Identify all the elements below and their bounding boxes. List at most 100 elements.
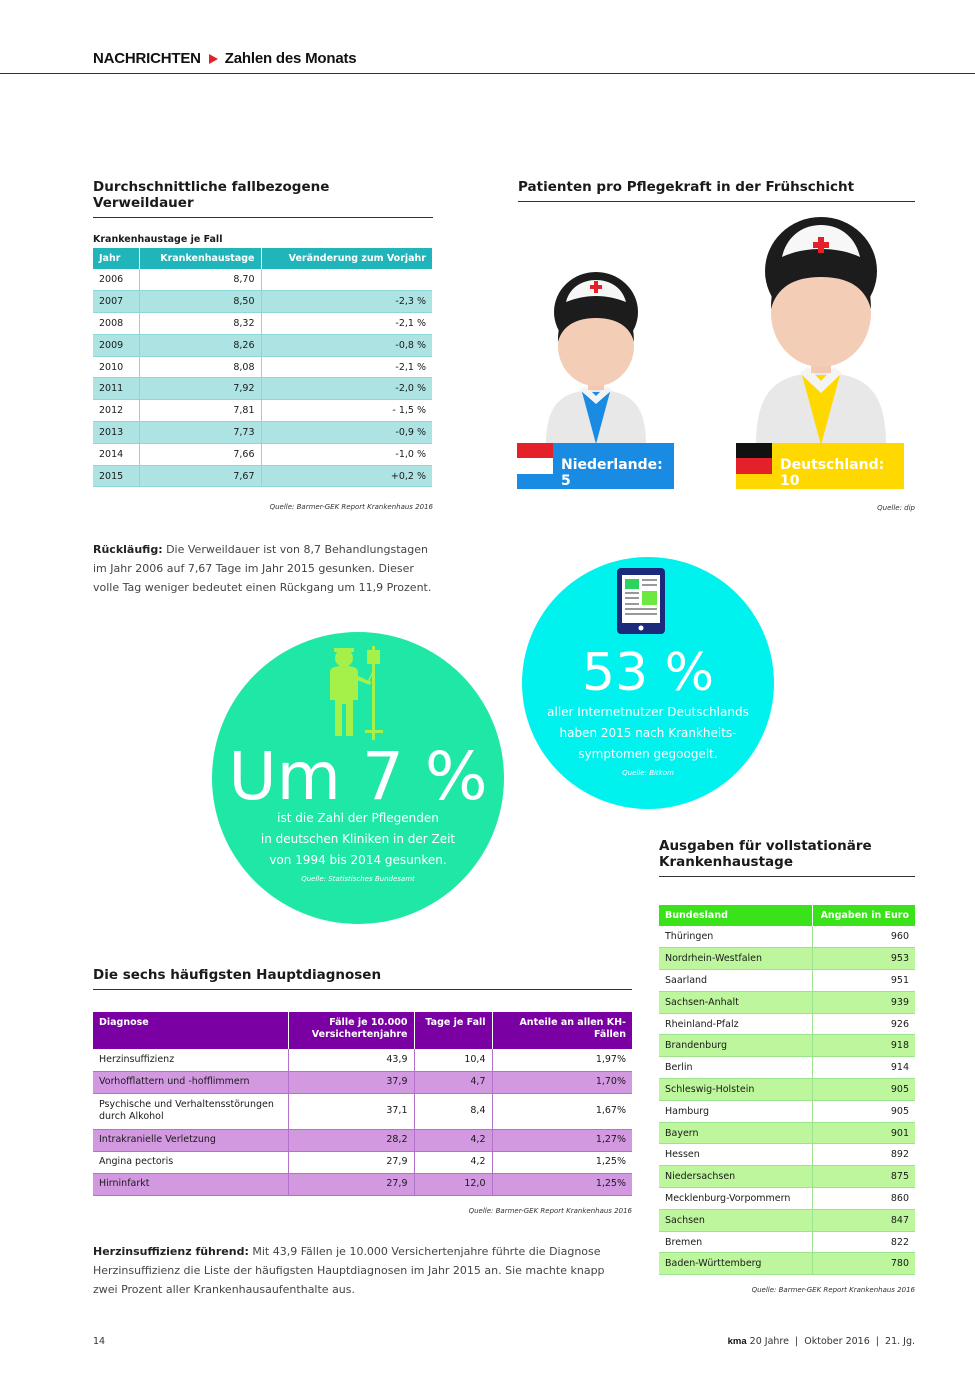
table-row: 2015 7,67 +0,2 % — [93, 465, 432, 488]
table-cell: -1,0 % — [261, 443, 432, 466]
table-row: 2013 7,73 -0,9 % — [93, 421, 432, 444]
pflegende-line: von 1994 bis 2014 gesunken. — [269, 853, 447, 867]
table-cell: 939 — [812, 991, 915, 1014]
table-cell: Hessen — [659, 1143, 813, 1167]
internet-circle: 53 % aller Internetnutzer Deutschlands h… — [522, 557, 774, 809]
table-cell: 8,32 — [139, 312, 262, 335]
table-cell: 10,4 — [414, 1049, 493, 1072]
tablet-icon — [617, 568, 665, 634]
table-row: Intrakranielle Verletzung 28,2 4,2 1,27% — [93, 1129, 632, 1152]
table-cell: 822 — [812, 1231, 915, 1254]
table-cell: 43,9 — [288, 1049, 415, 1072]
table-cell: Intrakranielle Verletzung — [93, 1129, 289, 1152]
table-header-row: Diagnose Fälle je 10.000 Versichertenjah… — [93, 1012, 632, 1049]
table-row: Brandenburg 918 — [659, 1034, 915, 1058]
table-row: Hirninfarkt 27,9 12,0 1,25% — [93, 1173, 632, 1196]
table-row: Angina pectoris 27,9 4,2 1,25% — [93, 1151, 632, 1174]
table-cell: Berlin — [659, 1056, 813, 1080]
internet-line: haben 2015 nach Krankheits- — [559, 726, 737, 740]
table-row: 2011 7,92 -2,0 % — [93, 377, 432, 401]
table-cell: 2011 — [93, 377, 140, 401]
table-row: Rheinland-Pfalz 926 — [659, 1013, 915, 1036]
table-cell: 8,4 — [414, 1093, 493, 1130]
table-cell: 4,2 — [414, 1151, 493, 1174]
table-row: Nordrhein-Westfalen 953 — [659, 947, 915, 971]
table-cell: -0,8 % — [261, 334, 432, 357]
pflegende-source: Quelle: Statistisches Bundesamt — [301, 875, 415, 883]
table-cell: Thüringen — [659, 926, 813, 949]
table-cell: 4,7 — [414, 1071, 493, 1094]
table-cell: 7,67 — [139, 465, 262, 488]
column-header: Fälle je 10.000 Versichertenjahre — [288, 1012, 415, 1049]
table-cell: 1,25% — [492, 1173, 632, 1196]
table-cell: 847 — [812, 1209, 915, 1232]
table-cell: -0,9 % — [261, 421, 432, 444]
table-cell: 1,70% — [492, 1071, 632, 1094]
table-row: Vorhofflattern und -hofflimmern 37,9 4,7 1,… — [93, 1071, 632, 1094]
table-cell: 2012 — [93, 399, 140, 423]
note-text: Mit 43,9 Fällen je 10.000 Versichertenja… — [93, 1245, 605, 1296]
verweildauer-subtitle: Krankenhaustage je Fall — [93, 234, 223, 245]
pflegende-headline: Um 7 % — [228, 738, 488, 815]
table-cell: 2013 — [93, 421, 140, 444]
table-row: Mecklenburg-Vorpommern 860 — [659, 1187, 915, 1210]
table-row: Hessen 892 — [659, 1143, 915, 1167]
table-cell: 7,73 — [139, 421, 262, 444]
table-cell: 905 — [812, 1078, 915, 1101]
table-cell: 953 — [812, 947, 915, 971]
column-header: Anteile an allen KH-Fällen — [492, 1012, 632, 1049]
table-row: Sachsen-Anhalt 939 — [659, 991, 915, 1014]
table-row: 2007 8,50 -2,3 % — [93, 290, 432, 314]
ausgaben-title: Ausgaben für vollstationäre Krankenhaust… — [659, 838, 915, 877]
table-cell: 2010 — [93, 356, 140, 379]
note-bold: Herzinsuffizienz führend: — [93, 1245, 249, 1258]
table-row: 2014 7,66 -1,0 % — [93, 443, 432, 466]
label-niederlande-text: Niederlande: 5 — [561, 457, 663, 489]
table-row: Niedersachsen 875 — [659, 1165, 915, 1189]
table-cell: 901 — [812, 1122, 915, 1145]
table-row: Thüringen 960 — [659, 926, 915, 949]
verweildauer-note: Rückläufig: Die Verweildauer ist von 8,7… — [93, 540, 438, 597]
table-row: Psychische und Verhaltensstörungen durch… — [93, 1093, 632, 1130]
table-cell: Brandenburg — [659, 1034, 813, 1058]
column-header: Tage je Fall — [414, 1012, 493, 1049]
page-number: 14 — [93, 1336, 106, 1347]
ausgaben-source: Quelle: Barmer-GEK Report Krankenhaus 20… — [751, 1286, 915, 1294]
table-cell: 1,27% — [492, 1129, 632, 1152]
verweildauer-table: Jahr Krankenhaustage Veränderung zum Vor… — [93, 248, 432, 488]
table-row: Bayern 901 — [659, 1122, 915, 1145]
table-cell: 1,97% — [492, 1049, 632, 1072]
table-row: Bremen 822 — [659, 1231, 915, 1254]
footer-info: kma 20 Jahre | Oktober 2016 | 21. Jg. — [620, 1336, 915, 1347]
column-header: Bundesland — [659, 905, 813, 926]
column-header: Veränderung zum Vorjahr — [261, 248, 432, 269]
nurse-with-iv-stand-icon — [330, 646, 383, 740]
table-cell: +0,2 % — [261, 465, 432, 488]
table-cell: -2,1 % — [261, 312, 432, 335]
table-row: Saarland 951 — [659, 969, 915, 992]
table-cell: Mecklenburg-Vorpommern — [659, 1187, 813, 1210]
table-cell: Nordrhein-Westfalen — [659, 947, 813, 971]
pflegende-line: in deutschen Kliniken in der Zeit — [260, 832, 456, 846]
footer-issue: 20 Jahre | Oktober 2016 | 21. Jg. — [749, 1336, 915, 1347]
table-cell: 905 — [812, 1100, 915, 1123]
note-bold: Rückläufig: — [93, 543, 163, 556]
table-cell: Psychische und Verhaltensstörungen durch… — [93, 1093, 289, 1130]
table-cell: 28,2 — [288, 1129, 415, 1152]
table-cell: Baden-Württemberg — [659, 1252, 813, 1276]
table-row: Baden-Württemberg 780 — [659, 1252, 915, 1276]
section-label: NACHRICHTEN — [93, 50, 201, 67]
column-header: Jahr — [93, 248, 140, 269]
hauptdiagnosen-section: Die sechs häufigsten Hauptdiagnosen — [93, 967, 632, 990]
table-cell: 960 — [812, 926, 915, 949]
flag-nl-icon — [517, 443, 553, 489]
header-divider — [0, 73, 975, 74]
verweildauer-source: Quelle: Barmer-GEK Report Krankenhaus 20… — [269, 503, 433, 511]
internet-text: aller Internetnutzer Deutschlands haben … — [522, 702, 774, 765]
table-cell: 2015 — [93, 465, 140, 488]
label-deutschland: Deutschland: 10 — [736, 443, 904, 489]
table-row: Herzinsuffizienz 43,9 10,4 1,97% — [93, 1049, 632, 1072]
table-cell: 914 — [812, 1056, 915, 1080]
internet-headline: 53 % — [581, 643, 715, 703]
table-cell: 918 — [812, 1034, 915, 1058]
